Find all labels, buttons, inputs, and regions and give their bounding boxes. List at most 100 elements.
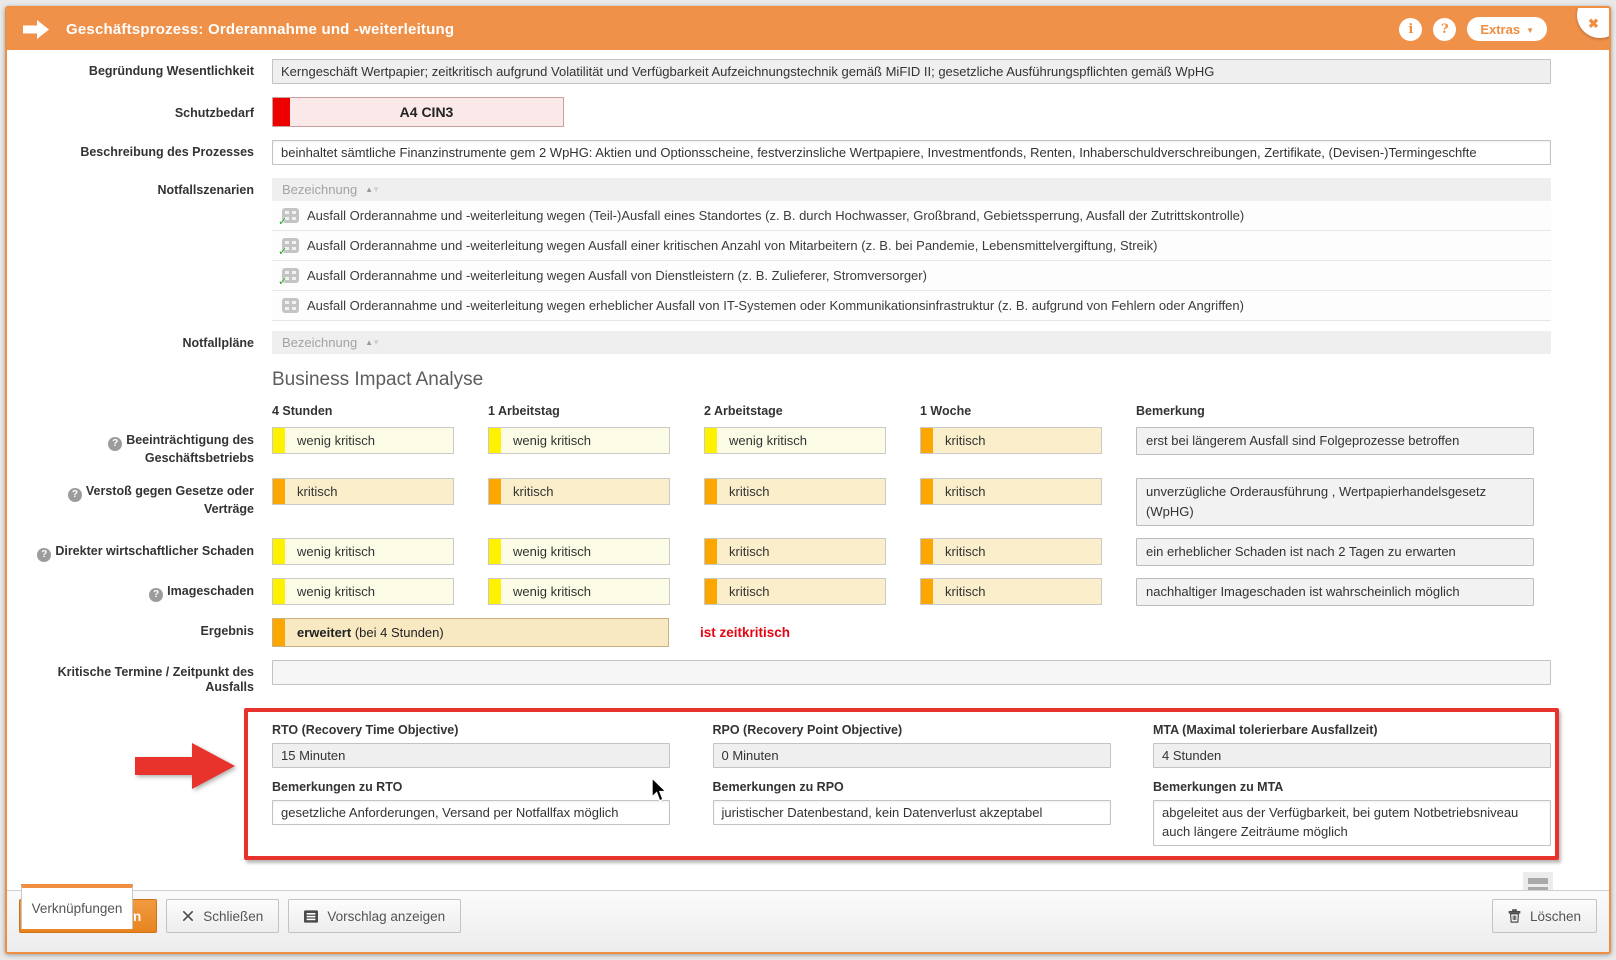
tab-verknuepfungen[interactable]: Verknüpfungen: [21, 884, 133, 929]
schutzbedarf-value: A4 CIN3: [290, 104, 563, 120]
beschreibung-field[interactable]: beinhaltet sämtliche Finanzinstrumente g…: [272, 140, 1551, 165]
rating-label: kritisch: [933, 433, 985, 448]
sort-icon[interactable]: ▲▼: [365, 339, 379, 347]
rating-cell[interactable]: wenig kritisch: [272, 427, 454, 454]
rating-cell[interactable]: wenig kritisch: [272, 538, 454, 565]
annotation-red-arrow-icon: [135, 743, 235, 792]
help-icon[interactable]: ?: [37, 548, 51, 562]
list-icon: [304, 910, 318, 923]
rating-cell[interactable]: wenig kritisch: [704, 427, 886, 454]
mta-field[interactable]: 4 Stunden: [1153, 743, 1551, 768]
rating-strip: [705, 539, 717, 564]
bia-row-label: ?Imageschaden: [25, 578, 272, 602]
bia-row-label: ?Direkter wirtschaftlicher Schaden: [25, 538, 272, 562]
plaene-column-header[interactable]: Bezeichnung ▲▼: [272, 331, 1551, 354]
close-button[interactable]: ✖: [1577, 6, 1611, 38]
close-icon: ✖: [1588, 16, 1599, 32]
zeitkritisch-flag: ist zeitkritisch: [700, 625, 790, 640]
help-icon[interactable]: ?: [108, 437, 122, 451]
bia-col-header: Bemerkung: [1136, 404, 1534, 418]
rating-strip: [273, 579, 285, 604]
rating-cell[interactable]: kritisch: [704, 538, 886, 565]
scenario-label: Ausfall Orderannahme und -weiterleitung …: [307, 238, 1158, 253]
mta-bemerkung-label: Bemerkungen zu MTA: [1153, 780, 1551, 794]
szenarien-column-header[interactable]: Bezeichnung ▲▼: [272, 178, 1551, 201]
schliessen-button[interactable]: Schließen: [166, 899, 279, 933]
rating-cell[interactable]: kritisch: [920, 578, 1102, 605]
recovery-section: RTO (Recovery Time Objective) 15 Minuten…: [272, 715, 1551, 860]
rating-cell[interactable]: kritisch: [704, 478, 886, 505]
rating-cell[interactable]: wenig kritisch: [488, 538, 670, 565]
scenario-row[interactable]: ✓ Ausfall Orderannahme und -weiterleitun…: [272, 231, 1551, 261]
kritische-termine-label: Kritische Termine / Zeitpunkt des Ausfal…: [25, 660, 272, 695]
bemerkung-field[interactable]: erst bei längerem Ausfall sind Folgeproz…: [1136, 427, 1534, 455]
scenario-icon: ✓: [282, 268, 299, 283]
chevron-down-icon: ▼: [1526, 26, 1534, 35]
help-icon[interactable]: ?: [1433, 18, 1456, 41]
bia-row-label: ?Beeinträchtigung des Geschäftsbetriebs: [25, 427, 272, 466]
rating-strip: [489, 479, 501, 504]
column-header-label: Bezeichnung: [282, 182, 357, 197]
rpo-bemerkung-field[interactable]: juristischer Datenbestand, kein Datenver…: [713, 800, 1111, 825]
bia-row-label: ?Verstoß gegen Gesetze oder Verträge: [25, 478, 272, 517]
rto-bemerkung-label: Bemerkungen zu RTO: [272, 780, 670, 794]
sort-icon[interactable]: ▲▼: [365, 186, 379, 194]
extras-button[interactable]: Extras ▼: [1467, 17, 1547, 41]
process-arrow-icon: [23, 19, 50, 40]
rating-label: wenig kritisch: [285, 544, 375, 559]
vorschlag-anzeigen-button[interactable]: Vorschlag anzeigen: [288, 899, 461, 933]
rating-cell[interactable]: wenig kritisch: [272, 578, 454, 605]
rating-strip: [705, 428, 717, 453]
begruendung-field[interactable]: Kerngeschäft Wertpapier; zeitkritisch au…: [272, 59, 1551, 84]
rating-cell[interactable]: kritisch: [272, 478, 454, 505]
help-icon[interactable]: ?: [149, 588, 163, 602]
ergebnis-result: erweitert (bei 4 Stunden): [272, 618, 669, 647]
rating-label: wenig kritisch: [285, 584, 375, 599]
scenario-icon: ✓: [282, 238, 299, 253]
rating-strip: [489, 579, 501, 604]
rating-label: kritisch: [285, 484, 337, 499]
rto-bemerkung-field[interactable]: gesetzliche Anforderungen, Versand per N…: [272, 800, 670, 825]
scenario-row[interactable]: ✓ Ausfall Orderannahme und -weiterleitun…: [272, 201, 1551, 231]
bia-col-header: 4 Stunden: [272, 404, 454, 418]
check-icon: ✓: [278, 245, 287, 258]
rating-cell[interactable]: wenig kritisch: [488, 578, 670, 605]
rating-cell[interactable]: kritisch: [920, 427, 1102, 454]
bemerkung-field[interactable]: ein erheblicher Schaden ist nach 2 Tagen…: [1136, 538, 1534, 566]
check-icon: ✓: [278, 215, 287, 228]
rating-label: wenig kritisch: [501, 544, 591, 559]
rating-label: wenig kritisch: [717, 433, 807, 448]
kritische-termine-field[interactable]: [272, 660, 1551, 685]
button-label: Vorschlag anzeigen: [327, 909, 445, 924]
rpo-field[interactable]: 0 Minuten: [713, 743, 1111, 768]
scenario-row[interactable]: ✓ Ausfall Orderannahme und -weiterleitun…: [272, 261, 1551, 291]
schutzbedarf-badge[interactable]: A4 CIN3: [272, 97, 564, 127]
rating-strip: [489, 539, 501, 564]
rating-label: kritisch: [933, 584, 985, 599]
bia-col-header: 1 Arbeitstag: [488, 404, 670, 418]
ergebnis-value: erweitert (bei 4 Stunden): [285, 625, 444, 640]
rating-cell[interactable]: kritisch: [704, 578, 886, 605]
rating-strip: [921, 479, 933, 504]
rating-label: kritisch: [933, 484, 985, 499]
rto-field[interactable]: 15 Minuten: [272, 743, 670, 768]
help-icon[interactable]: ?: [68, 488, 82, 502]
rating-strip: [489, 428, 501, 453]
rating-cell[interactable]: kritisch: [920, 478, 1102, 505]
rating-strip: [705, 579, 717, 604]
bemerkung-field[interactable]: nachhaltiger Imageschaden ist wahrschein…: [1136, 578, 1534, 606]
rating-cell[interactable]: wenig kritisch: [488, 427, 670, 454]
ergebnis-label: Ergebnis: [25, 618, 272, 639]
rating-cell[interactable]: kritisch: [488, 478, 670, 505]
rpo-label: RPO (Recovery Point Objective): [713, 723, 1111, 737]
info-icon[interactable]: i: [1399, 18, 1422, 41]
bemerkung-field[interactable]: unverzügliche Orderausführung , Wertpapi…: [1136, 478, 1534, 526]
rating-strip: [921, 539, 933, 564]
loeschen-button[interactable]: Löschen: [1492, 899, 1597, 933]
mta-bemerkung-field[interactable]: abgeleitet aus der Verfügbarkeit, bei gu…: [1153, 800, 1551, 846]
scenario-row[interactable]: ✓ Ausfall Orderannahme und -weiterleitun…: [272, 291, 1551, 321]
rating-label: kritisch: [933, 544, 985, 559]
scenario-icon: ✓: [282, 298, 299, 313]
bia-col-header: 2 Arbeitstage: [704, 404, 886, 418]
rating-cell[interactable]: kritisch: [920, 538, 1102, 565]
